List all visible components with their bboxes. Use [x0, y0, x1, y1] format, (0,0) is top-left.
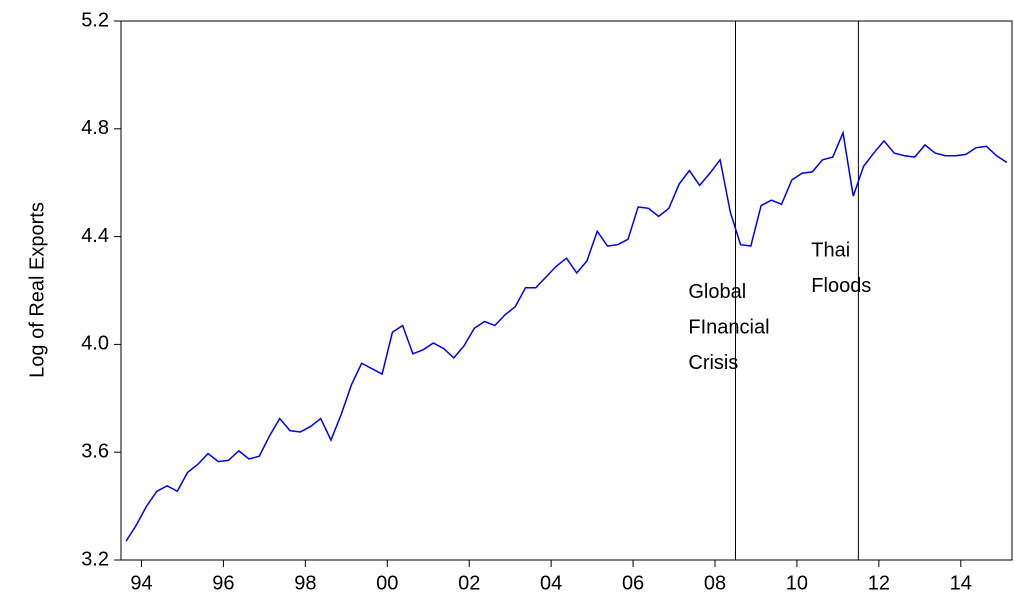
annotation: Thai: [811, 239, 850, 261]
annotation: Floods: [811, 275, 871, 297]
x-tick-label: 96: [212, 572, 234, 594]
series-line: [125, 130, 1008, 542]
y-tick-label: 4.4: [81, 225, 109, 247]
annotation: Global: [688, 281, 746, 303]
x-tick-label: 12: [868, 572, 890, 594]
annotation: FInancial: [688, 317, 769, 339]
x-tick-label: 10: [786, 572, 808, 594]
y-axis-label: Log of Real Exports: [26, 202, 48, 378]
plot-frame: [120, 20, 1013, 561]
x-tick-label: 98: [294, 572, 316, 594]
y-tick-label: 4.8: [81, 117, 109, 139]
x-tick-label: 14: [950, 572, 972, 594]
y-tick-label: 4.0: [81, 333, 109, 355]
y-tick-label: 5.2: [81, 9, 109, 31]
y-tick-label: 3.2: [81, 548, 109, 570]
x-tick-label: 00: [376, 572, 398, 594]
y-tick-label: 3.6: [81, 440, 109, 462]
x-tick-label: 02: [458, 572, 480, 594]
x-tick-label: 94: [130, 572, 152, 594]
x-tick-label: 04: [540, 572, 562, 594]
x-tick-label: 08: [704, 572, 726, 594]
annotation: Crisis: [688, 352, 738, 374]
x-tick-label: 06: [622, 572, 644, 594]
